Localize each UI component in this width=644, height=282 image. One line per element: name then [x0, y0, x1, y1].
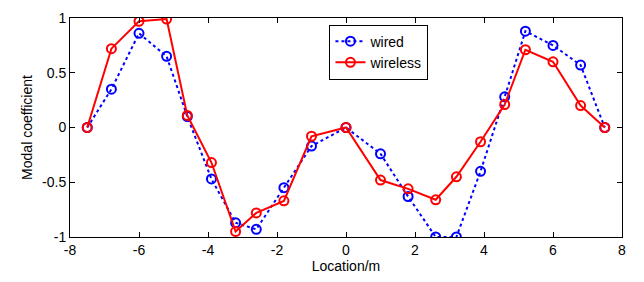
svg-text:-0.5: -0.5	[42, 174, 66, 190]
svg-text:4: 4	[480, 242, 488, 258]
svg-text:-2: -2	[271, 242, 284, 258]
svg-text:1: 1	[58, 10, 66, 26]
svg-text:Modal coefficient: Modal coefficient	[19, 75, 35, 180]
svg-text:0: 0	[58, 119, 66, 135]
svg-text:wireless: wireless	[369, 55, 421, 71]
svg-text:-6: -6	[133, 242, 146, 258]
svg-text:-1: -1	[54, 229, 67, 245]
svg-text:8: 8	[618, 242, 626, 258]
svg-text:0: 0	[342, 242, 350, 258]
svg-text:0.5: 0.5	[47, 65, 67, 81]
svg-text:6: 6	[549, 242, 557, 258]
svg-text:-8: -8	[64, 242, 77, 258]
svg-text:-4: -4	[202, 242, 215, 258]
svg-text:wired: wired	[369, 34, 403, 50]
svg-text:Location/m: Location/m	[312, 258, 380, 274]
svg-text:2: 2	[411, 242, 419, 258]
